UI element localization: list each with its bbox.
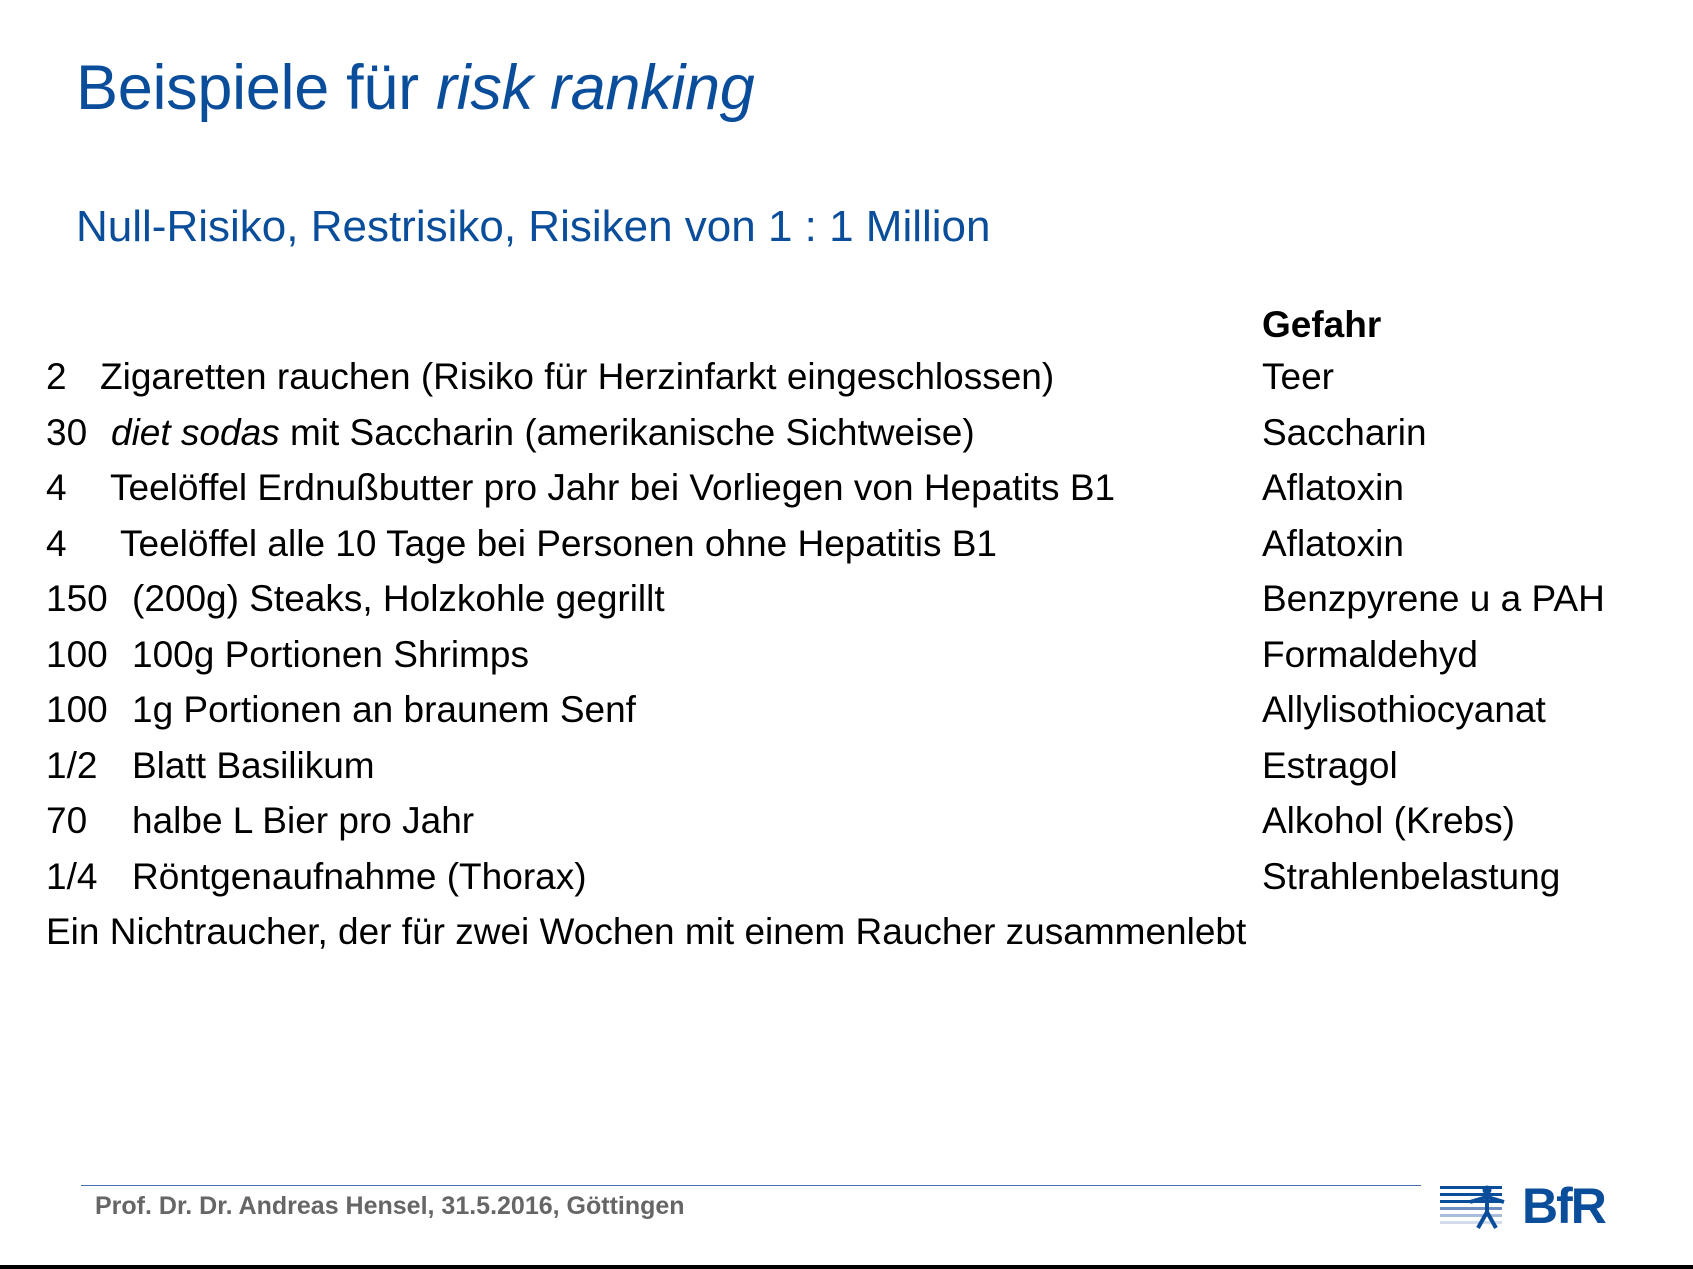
row-description: halbe L Bier pro Jahr [132,800,475,841]
row-description: (200g) Steaks, Holzkohle gegrillt [132,578,665,619]
row-description: Röntgenaufnahme (Thorax) [132,855,587,897]
bottom-border [0,1265,1693,1269]
list-item: 2 Zigaretten rauchen (Risiko für Herzinf… [0,356,1693,412]
hazard-column-header: Gefahr [1262,304,1382,345]
row-description: diet sodas mit Saccharin (amerikanische … [111,411,975,453]
page-subtitle: Null-Risiko, Restrisiko, Risiken von 1 :… [76,202,991,251]
list-item: 4 Teelöffel alle 10 Tage bei Personen oh… [0,523,1693,579]
list-item: 70 halbe L Bier pro Jahr Alkohol (Krebs) [0,800,1693,856]
list-item: 1/4 Röntgenaufnahme (Thorax) Strahlenbel… [0,856,1693,912]
row-description: 100g Portionen Shrimps [132,633,529,675]
list-item: 100 100g Portionen Shrimps Formaldehyd [0,634,1693,690]
row-hazard: Alkohol (Krebs) [1262,800,1515,841]
row-amount: 100 [46,689,108,730]
row-hazard: Strahlenbelastung [1262,855,1561,897]
row-amount: 100 [46,633,108,675]
footer-author: Prof. Dr. Dr. Andreas Hensel, 31.5.2016,… [95,1192,685,1220]
row-hazard: Estragol [1262,744,1398,786]
logo-text: BfR [1522,1178,1607,1234]
title-italic: risk ranking [436,53,755,123]
list-item: 30 diet sodas mit Saccharin (amerikanisc… [0,412,1693,468]
list-item: 1/2 Blatt Basilikum Estragol [0,745,1693,801]
row-hazard: Formaldehyd [1262,633,1478,675]
row-amount: 4 [46,467,67,508]
bfr-logo-icon [1440,1185,1505,1229]
row-amount: 1/4 [46,855,98,897]
row-description: Blatt Basilikum [132,744,375,786]
list-item: 4 Teelöffel Erdnußbutter pro Jahr bei Vo… [0,467,1693,523]
row-hazard: Allylisothiocyanat [1262,689,1546,730]
row-description: 1g Portionen an braunem Senf [132,689,636,730]
row-amount: 30 [46,411,88,453]
row-hazard: Teer [1262,356,1334,397]
row-hazard: Aflatoxin [1262,467,1404,508]
title-plain: Beispiele für [76,53,436,123]
list-item: 150 (200g) Steaks, Holzkohle gegrillt Be… [0,578,1693,634]
footer-divider [81,1185,1421,1186]
row-amount: 4 [46,522,67,564]
row-amount: 2 [46,356,67,397]
last-line: Ein Nichtraucher, der für zwei Wochen mi… [46,911,1247,952]
row-amount: 1/2 [46,744,98,786]
row-hazard: Saccharin [1262,411,1427,453]
row-description: Teelöffel Erdnußbutter pro Jahr bei Vorl… [110,467,1116,508]
page-title: Beispiele für risk ranking [76,52,755,124]
row-hazard: Benzpyrene u a PAH [1262,578,1605,619]
row-description: Zigaretten rauchen (Risiko für Herzinfar… [100,356,1055,397]
row-hazard: Aflatoxin [1262,522,1404,564]
row-amount: 70 [46,800,88,841]
list-item: 100 1g Portionen an braunem Senf Allylis… [0,689,1693,745]
row-description: Teelöffel alle 10 Tage bei Personen ohne… [120,522,997,564]
row-amount: 150 [46,578,108,619]
